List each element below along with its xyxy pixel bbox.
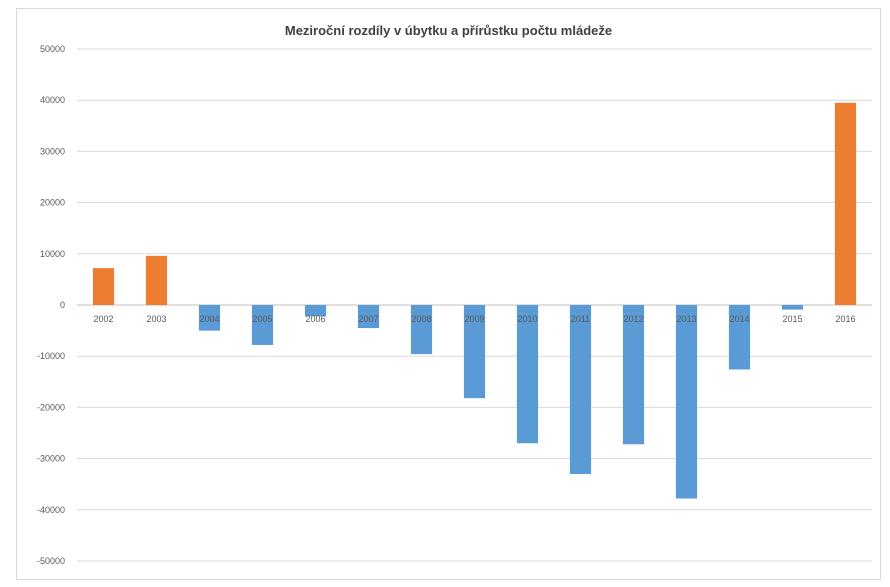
bar-2009 bbox=[463, 305, 486, 399]
y-tick-label: -20000 bbox=[37, 402, 65, 412]
bar-2014 bbox=[728, 305, 751, 370]
bar-2007 bbox=[357, 305, 380, 329]
x-tick-label: 2016 bbox=[835, 314, 855, 324]
bar-2003 bbox=[145, 255, 168, 305]
y-tick-label: 10000 bbox=[40, 249, 65, 259]
y-tick-label: 40000 bbox=[40, 95, 65, 105]
y-tick-label: 0 bbox=[60, 300, 65, 310]
bar-2008 bbox=[410, 305, 433, 355]
x-tick-label: 2002 bbox=[93, 314, 113, 324]
chart-plot: 50000 40000 30000 20000 10000 0 -10000 -20000 -3… bbox=[37, 44, 872, 566]
y-tick-label: 30000 bbox=[40, 146, 65, 156]
x-tick-label: 2010 bbox=[517, 314, 537, 324]
x-tick-label: 2003 bbox=[146, 314, 166, 324]
x-tick-label: 2014 bbox=[729, 314, 749, 324]
bar-2013 bbox=[675, 305, 698, 499]
y-tick-label: -10000 bbox=[37, 351, 65, 361]
bar-2002 bbox=[92, 268, 115, 305]
bar-2011 bbox=[569, 305, 592, 474]
y-tick-label: -30000 bbox=[37, 454, 65, 464]
bar-2016 bbox=[834, 102, 857, 305]
y-tick-label: -50000 bbox=[37, 556, 65, 566]
x-tick-label: 2005 bbox=[252, 314, 272, 324]
x-tick-label: 2004 bbox=[199, 314, 219, 324]
x-tick-label: 2015 bbox=[782, 314, 802, 324]
bar-2010 bbox=[516, 305, 539, 444]
y-tick-label: 20000 bbox=[40, 198, 65, 208]
y-tick-label: 50000 bbox=[40, 44, 65, 54]
x-tick-label: 2011 bbox=[571, 314, 590, 324]
bar-2005 bbox=[251, 305, 274, 345]
x-tick-label: 2012 bbox=[623, 314, 643, 324]
x-tick-label: 2007 bbox=[358, 314, 378, 324]
chart-container: Meziroční rozdíly v úbytku a přírůstku p… bbox=[16, 8, 881, 580]
bar-2015 bbox=[781, 305, 804, 310]
bar-2006 bbox=[304, 305, 327, 317]
bar-2012 bbox=[622, 305, 645, 445]
x-tick-label: 2008 bbox=[411, 314, 431, 324]
x-tick-label: 2006 bbox=[305, 314, 325, 324]
bar-2004 bbox=[198, 305, 221, 331]
chart-title: Meziroční rozdíly v úbytku a přírůstku p… bbox=[284, 23, 613, 38]
x-tick-label: 2009 bbox=[464, 314, 484, 324]
y-tick-label: -40000 bbox=[37, 505, 65, 515]
x-tick-label: 2013 bbox=[676, 314, 696, 324]
